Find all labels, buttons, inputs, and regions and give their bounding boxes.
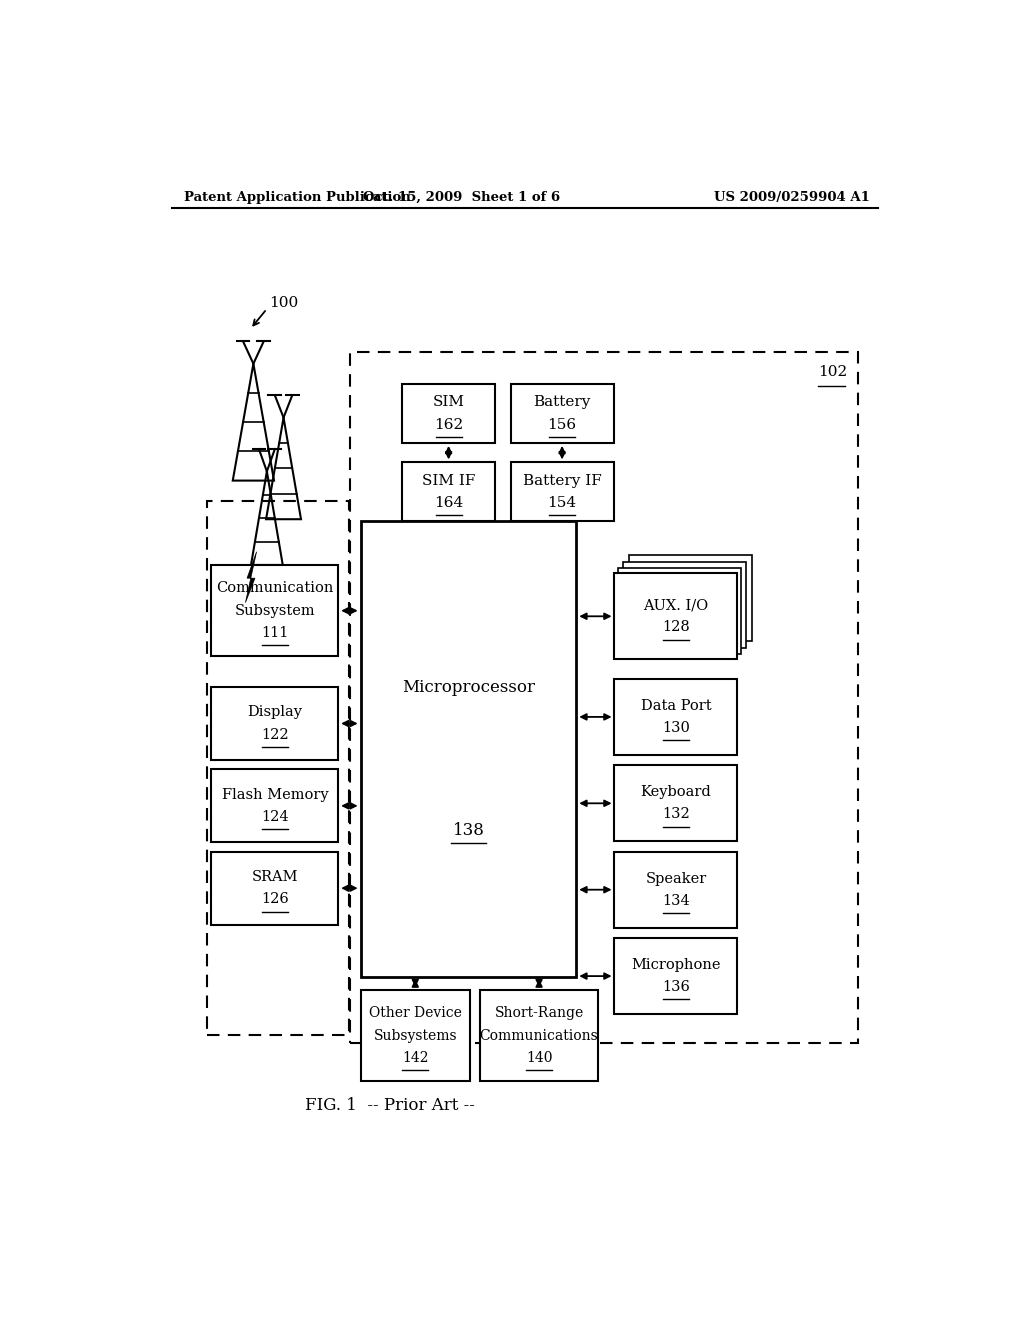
Bar bbox=[211, 565, 338, 656]
Text: SRAM: SRAM bbox=[252, 870, 298, 884]
Bar bbox=[614, 766, 737, 841]
Bar bbox=[614, 678, 737, 755]
Bar bbox=[211, 686, 338, 760]
Text: FIG. 1  -- Prior Art --: FIG. 1 -- Prior Art -- bbox=[305, 1097, 475, 1114]
Text: Microprocessor: Microprocessor bbox=[402, 680, 535, 697]
Bar bbox=[360, 990, 470, 1081]
Text: AUX. I/O: AUX. I/O bbox=[643, 598, 709, 612]
Bar bbox=[614, 851, 737, 928]
Text: Communication: Communication bbox=[216, 581, 334, 595]
Text: Speaker: Speaker bbox=[645, 871, 707, 886]
Text: Battery: Battery bbox=[534, 395, 591, 409]
Text: 132: 132 bbox=[663, 808, 690, 821]
Text: 142: 142 bbox=[402, 1051, 428, 1065]
Text: 136: 136 bbox=[663, 981, 690, 994]
Text: Battery IF: Battery IF bbox=[522, 474, 601, 487]
Bar bbox=[207, 500, 348, 1035]
Text: Subsystems: Subsystems bbox=[374, 1028, 457, 1043]
Text: Display: Display bbox=[248, 705, 302, 719]
Text: US 2009/0259904 A1: US 2009/0259904 A1 bbox=[714, 190, 870, 203]
Text: Short-Range: Short-Range bbox=[495, 1006, 584, 1020]
Bar bbox=[511, 384, 613, 444]
Text: Flash Memory: Flash Memory bbox=[221, 788, 328, 801]
Text: Communications: Communications bbox=[479, 1028, 598, 1043]
Bar bbox=[211, 851, 338, 925]
Text: 140: 140 bbox=[526, 1051, 552, 1065]
Bar bbox=[618, 568, 741, 655]
Text: 156: 156 bbox=[548, 417, 577, 432]
Text: 162: 162 bbox=[434, 417, 463, 432]
Bar bbox=[614, 573, 737, 660]
Bar bbox=[511, 462, 613, 521]
Text: Keyboard: Keyboard bbox=[641, 785, 712, 799]
Text: 100: 100 bbox=[269, 296, 299, 310]
Text: Other Device: Other Device bbox=[369, 1006, 462, 1020]
Polygon shape bbox=[246, 552, 257, 602]
Text: Data Port: Data Port bbox=[641, 698, 712, 713]
Bar bbox=[401, 462, 496, 521]
Bar bbox=[211, 770, 338, 842]
Text: 126: 126 bbox=[261, 892, 289, 907]
Text: Oct. 15, 2009  Sheet 1 of 6: Oct. 15, 2009 Sheet 1 of 6 bbox=[362, 190, 560, 203]
Text: 138: 138 bbox=[453, 822, 484, 838]
Bar bbox=[624, 562, 746, 648]
Bar bbox=[360, 521, 577, 977]
Text: 111: 111 bbox=[261, 626, 289, 640]
Text: 102: 102 bbox=[818, 364, 848, 379]
Text: SIM IF: SIM IF bbox=[422, 474, 475, 487]
Text: 154: 154 bbox=[548, 496, 577, 510]
Text: 130: 130 bbox=[663, 721, 690, 735]
Text: SIM: SIM bbox=[432, 395, 465, 409]
Text: 134: 134 bbox=[663, 894, 690, 908]
Bar bbox=[614, 939, 737, 1014]
Text: 122: 122 bbox=[261, 727, 289, 742]
Bar bbox=[480, 990, 598, 1081]
Bar bbox=[350, 351, 858, 1043]
Text: Microphone: Microphone bbox=[631, 958, 721, 972]
Text: 124: 124 bbox=[261, 810, 289, 824]
Bar bbox=[629, 554, 752, 642]
Text: Patent Application Publication: Patent Application Publication bbox=[183, 190, 411, 203]
Text: 128: 128 bbox=[663, 620, 690, 635]
Bar bbox=[401, 384, 496, 444]
Text: Subsystem: Subsystem bbox=[234, 603, 315, 618]
Text: 164: 164 bbox=[434, 496, 463, 510]
